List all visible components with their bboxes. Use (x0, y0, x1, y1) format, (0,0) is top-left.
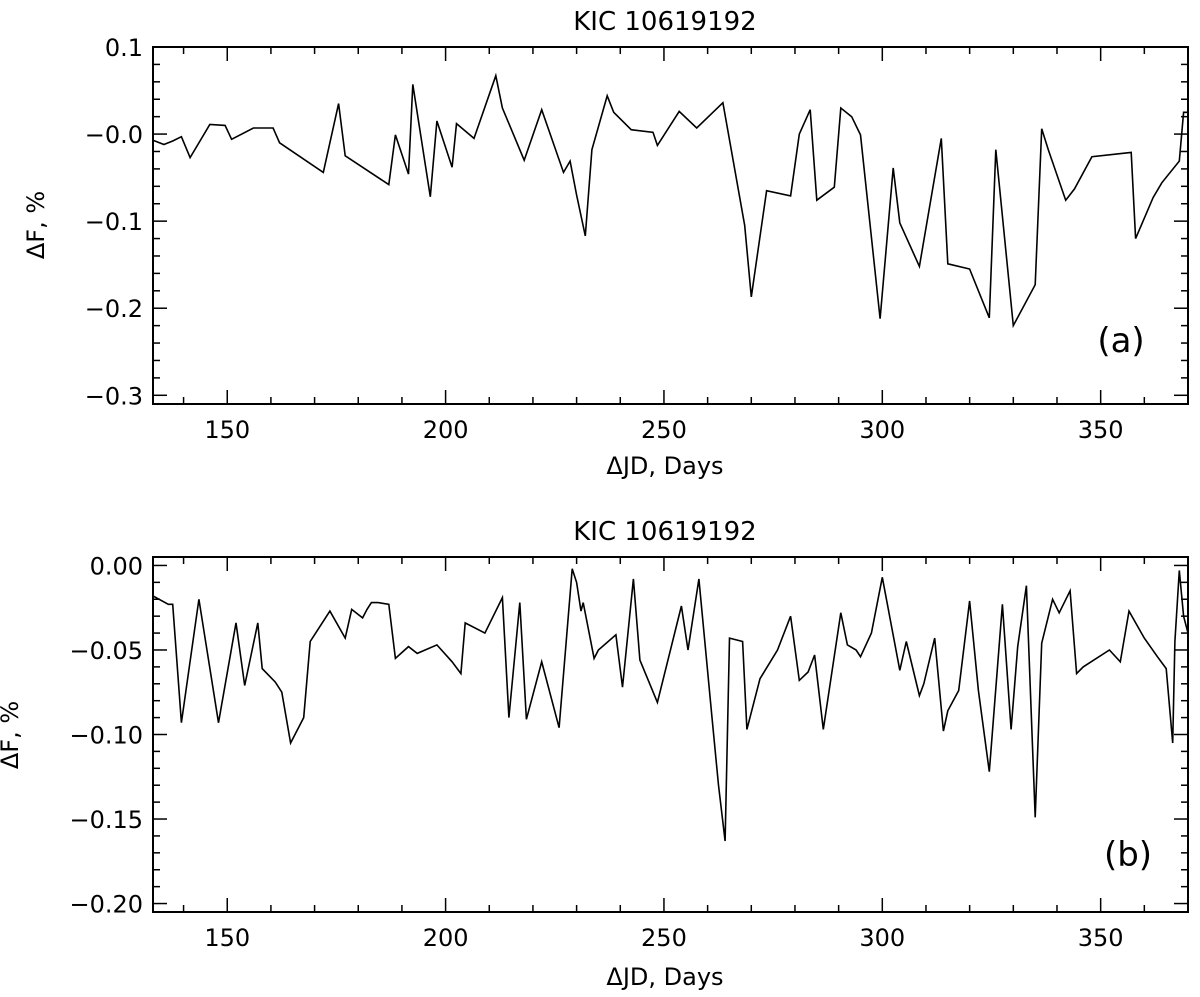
x-tick-label: 350 (1078, 416, 1124, 444)
y-tick-label: −0.1 (85, 208, 143, 236)
series-line (152, 568, 1189, 842)
y-tick-label: −0.10 (69, 722, 143, 750)
panel-a-y-axis-label: ΔF, % (22, 191, 50, 259)
panel-b-label: (b) (1104, 835, 1152, 875)
x-tick-label: 200 (423, 416, 469, 444)
x-tick-label: 300 (859, 924, 905, 952)
panel-b: KIC 10619192 ΔJD, Days ΔF, % (b) 150 200 2… (0, 517, 1189, 991)
plot-frame (152, 46, 1189, 405)
x-tick-label: 300 (859, 416, 905, 444)
y-tick-label: −0.3 (85, 382, 143, 410)
panel-b-y-axis-label: ΔF, % (0, 701, 24, 769)
x-tick-label: 150 (204, 924, 250, 952)
y-tick-label: −0.15 (69, 806, 143, 834)
panel-b-title: KIC 10619192 (573, 517, 756, 547)
panel-a-x-axis-label: ΔJD, Days (606, 452, 723, 480)
y-tick-label: 0.00 (90, 552, 143, 580)
panel-a: KIC 10619192 ΔJD, Days ΔF, % (a) 150 200 2… (22, 7, 1189, 480)
y-tick-label: 0.1 (105, 34, 143, 62)
panel-b-x-axis-label: ΔJD, Days (606, 963, 723, 991)
x-tick-label: 350 (1078, 924, 1124, 952)
x-tick-label: 200 (423, 924, 469, 952)
panel-a-title: KIC 10619192 (573, 7, 756, 37)
y-tick-label: −0.05 (69, 637, 143, 665)
panel-a-label: (a) (1097, 321, 1144, 361)
series-line (152, 72, 1188, 329)
x-tick-label: 150 (204, 416, 250, 444)
y-tick-label: −0.0 (85, 121, 143, 149)
panel-a-plot: 150 200 250 300 350 0.1 −0.0 −0.1 −0.2 −0.3 (85, 34, 1189, 444)
y-tick-label: −0.20 (69, 891, 143, 919)
panel-b-plot: 150 200 250 300 350 0.00 −0.05 −0.10 −0.15 −0.20 (69, 552, 1189, 952)
y-tick-label: −0.2 (85, 295, 143, 323)
x-tick-label: 250 (641, 416, 687, 444)
x-tick-label: 250 (641, 924, 687, 952)
